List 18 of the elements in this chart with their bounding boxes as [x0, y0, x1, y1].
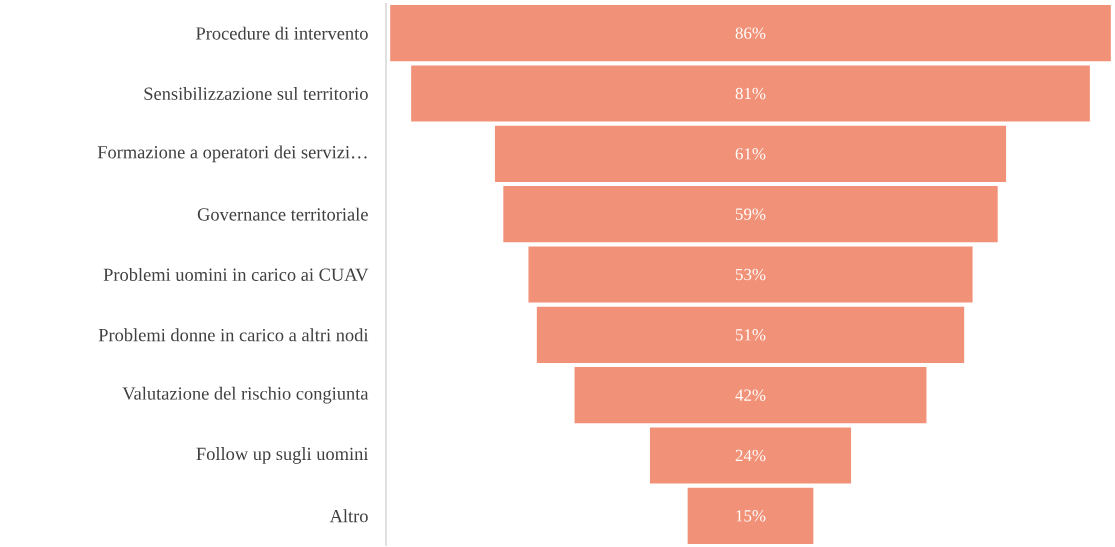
category-label: Follow up sugli uomini [196, 447, 369, 465]
category-label: Formazione a operatori dei servizi… [97, 145, 367, 163]
category-label: Governance territoriale [197, 207, 368, 221]
category-label: Problemi donne in carico a altri nodi [98, 328, 369, 342]
data-label: 53% [735, 268, 766, 281]
category-label: Altro [329, 509, 368, 523]
data-label: 15% [736, 510, 766, 522]
data-label: 61% [735, 148, 766, 160]
data-label: 42% [735, 389, 766, 402]
data-label: 86% [735, 27, 766, 40]
category-label: Valutazione del rischio congiunta [122, 386, 369, 404]
data-label: 59% [735, 208, 766, 221]
data-label: 51% [735, 329, 766, 341]
category-label: Procedure di intervento [196, 26, 368, 40]
category-label: Problemi uomini in carico ai CUAV [103, 268, 369, 282]
category-label: Sensibilizzazione sul territorio [144, 87, 368, 101]
data-label: 24% [735, 449, 766, 462]
data-label: 81% [735, 87, 766, 100]
